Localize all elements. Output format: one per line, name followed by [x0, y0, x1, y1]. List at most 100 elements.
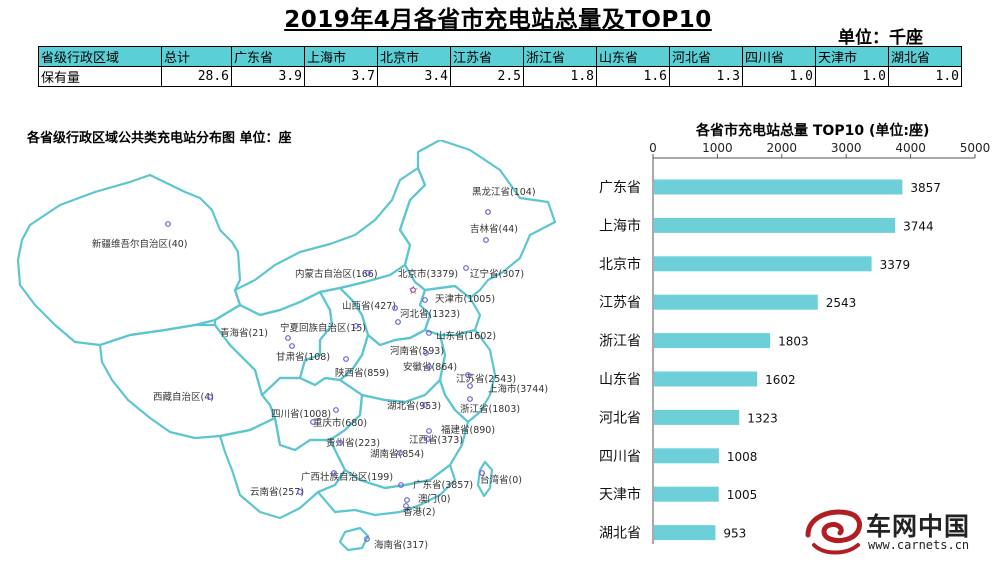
- border-qinghai-gansu: [213, 290, 334, 397]
- province-label: 陕西省(859): [335, 367, 389, 379]
- table-header-row: 省级行政区域 总计 广东省 上海市 北京市 江苏省 浙江省 山东省 河北省 四川…: [38, 46, 962, 67]
- bar: [654, 448, 719, 464]
- data-label: 3379: [880, 258, 911, 272]
- province-marker: [343, 356, 349, 362]
- province-marker: [426, 428, 432, 434]
- carnets-logo: 车网中国 www.carnets.cn: [800, 505, 996, 560]
- table-cell: 1.6: [596, 66, 670, 87]
- province-label: 山东省(1602): [436, 330, 496, 342]
- province-label: 吉林省(44): [470, 223, 518, 235]
- province-label: 浙江省(1803): [460, 403, 520, 415]
- page-title: 2019年4月各省市充电站总量及TOP10: [284, 7, 712, 33]
- province-outlines: [16, 140, 557, 552]
- data-label: 1323: [747, 411, 778, 425]
- x-tick-label: 2000: [767, 141, 798, 155]
- province-label: 海南省(317): [374, 539, 428, 551]
- province-label: 澳门(0): [418, 493, 450, 505]
- table-value-row: 保有量 28.6 3.9 3.7 3.4 2.5 1.8 1.6 1.3 1.0…: [38, 66, 962, 87]
- province-label: 湖北省(953): [387, 400, 441, 412]
- category-label: 浙江省: [599, 334, 641, 350]
- province-marker: [422, 402, 428, 408]
- border-hainan: [338, 526, 370, 552]
- province-marker: [479, 470, 485, 476]
- province-label: 江苏省(2543): [456, 373, 516, 385]
- province-label: 安徽省(864): [403, 361, 457, 373]
- province-label: 香港(2): [403, 506, 435, 518]
- province-marker: [364, 536, 370, 542]
- province-label: 福建省(890): [441, 424, 495, 436]
- border-tibet: [98, 323, 277, 440]
- bar: [654, 371, 758, 387]
- province-label: 内蒙古自治区(166): [295, 268, 378, 280]
- table-header-cell: 江苏省: [450, 46, 524, 67]
- category-label: 河北省: [599, 410, 641, 426]
- table-header-cell: 浙江省: [523, 46, 597, 67]
- province-label: 湖南省(854): [370, 448, 424, 460]
- province-marker: [285, 335, 291, 341]
- province-marker: [425, 436, 431, 442]
- province-label: 重庆市(680): [313, 417, 367, 429]
- category-label: 江苏省: [599, 295, 641, 311]
- province-marker: [398, 482, 404, 488]
- table-header-cell: 河北省: [669, 46, 743, 67]
- province-label: 河南省(593): [390, 345, 444, 357]
- category-label: 北京市: [599, 256, 641, 273]
- bar: [654, 256, 872, 272]
- province-label: 贵州省(223): [326, 437, 380, 449]
- province-marker: [392, 305, 398, 311]
- province-marker: [353, 323, 359, 329]
- province-marker: [207, 394, 213, 400]
- province-marker: [467, 383, 473, 389]
- province-marker: [165, 221, 171, 227]
- table-cell: 1.3: [669, 66, 743, 87]
- province-label: 黑龙江省(104): [472, 186, 536, 198]
- province-marker: [331, 470, 337, 476]
- province-label: 北京市(3379): [398, 268, 458, 280]
- province-label: 西藏自治区(4): [153, 391, 214, 403]
- bar: [654, 525, 716, 541]
- value-labels: 3857 3744 3379 2543 1803 1602 1323 1008 1005 953: [723, 181, 941, 541]
- category-label: 山东省: [599, 372, 641, 388]
- map-title: 各省级行政区域公共类充电站分布图 单位：座: [27, 131, 292, 146]
- table-header-cell: 北京市: [377, 46, 451, 67]
- summary-table: 省级行政区域 总计 广东省 上海市 北京市 江苏省 浙江省 山东省 河北省 四川…: [38, 46, 962, 87]
- category-label: 湖北省: [599, 526, 641, 542]
- border-xinjiang: [16, 173, 242, 347]
- province-label: 山西省(427): [342, 300, 396, 312]
- province-label: 上海市(3744): [488, 383, 548, 395]
- table-cell: 3.7: [304, 66, 378, 87]
- data-label: 2543: [826, 296, 857, 310]
- x-tick-label: 5000: [960, 141, 991, 155]
- border-inner-mongolia: [233, 166, 427, 317]
- data-label: 1008: [727, 450, 758, 464]
- map-markers: [165, 209, 491, 542]
- province-label: 宁夏回族自治区(15): [280, 322, 366, 334]
- table-cell: 3.4: [377, 66, 451, 87]
- province-marker: [395, 319, 401, 325]
- table-header-cell: 湖北省: [888, 46, 962, 67]
- province-marker: [365, 270, 371, 276]
- province-marker: [337, 440, 343, 446]
- province-marker: [310, 419, 316, 425]
- province-marker: [467, 396, 473, 402]
- province-marker: [426, 330, 432, 336]
- bar: [654, 294, 818, 310]
- table-header-cell: 总计: [161, 46, 232, 67]
- province-label: 广西壮族自治区(199): [301, 471, 393, 483]
- top10-bar-chart: 0 1000 2000 3000 4000 5000 广东省上海市北京市江苏省浙江省山东省…: [599, 141, 991, 544]
- data-label: 1005: [727, 488, 758, 502]
- province-label: 台湾省(0): [480, 474, 522, 486]
- province-marker: [403, 503, 409, 509]
- data-label: 3744: [903, 219, 934, 233]
- bar: [654, 179, 903, 195]
- category-label: 上海市: [599, 217, 641, 234]
- carnets-logo-icon: [805, 509, 863, 555]
- logo-url: www.carnets.cn: [868, 538, 970, 552]
- table-header-cell: 省级行政区域: [38, 46, 162, 67]
- table-cell: 1.0: [815, 66, 889, 87]
- bar: [654, 409, 740, 425]
- province-label: 云南省(257): [250, 486, 304, 498]
- x-tick-label: 4000: [895, 141, 926, 155]
- bar: [654, 333, 771, 349]
- data-label: 1803: [778, 335, 809, 349]
